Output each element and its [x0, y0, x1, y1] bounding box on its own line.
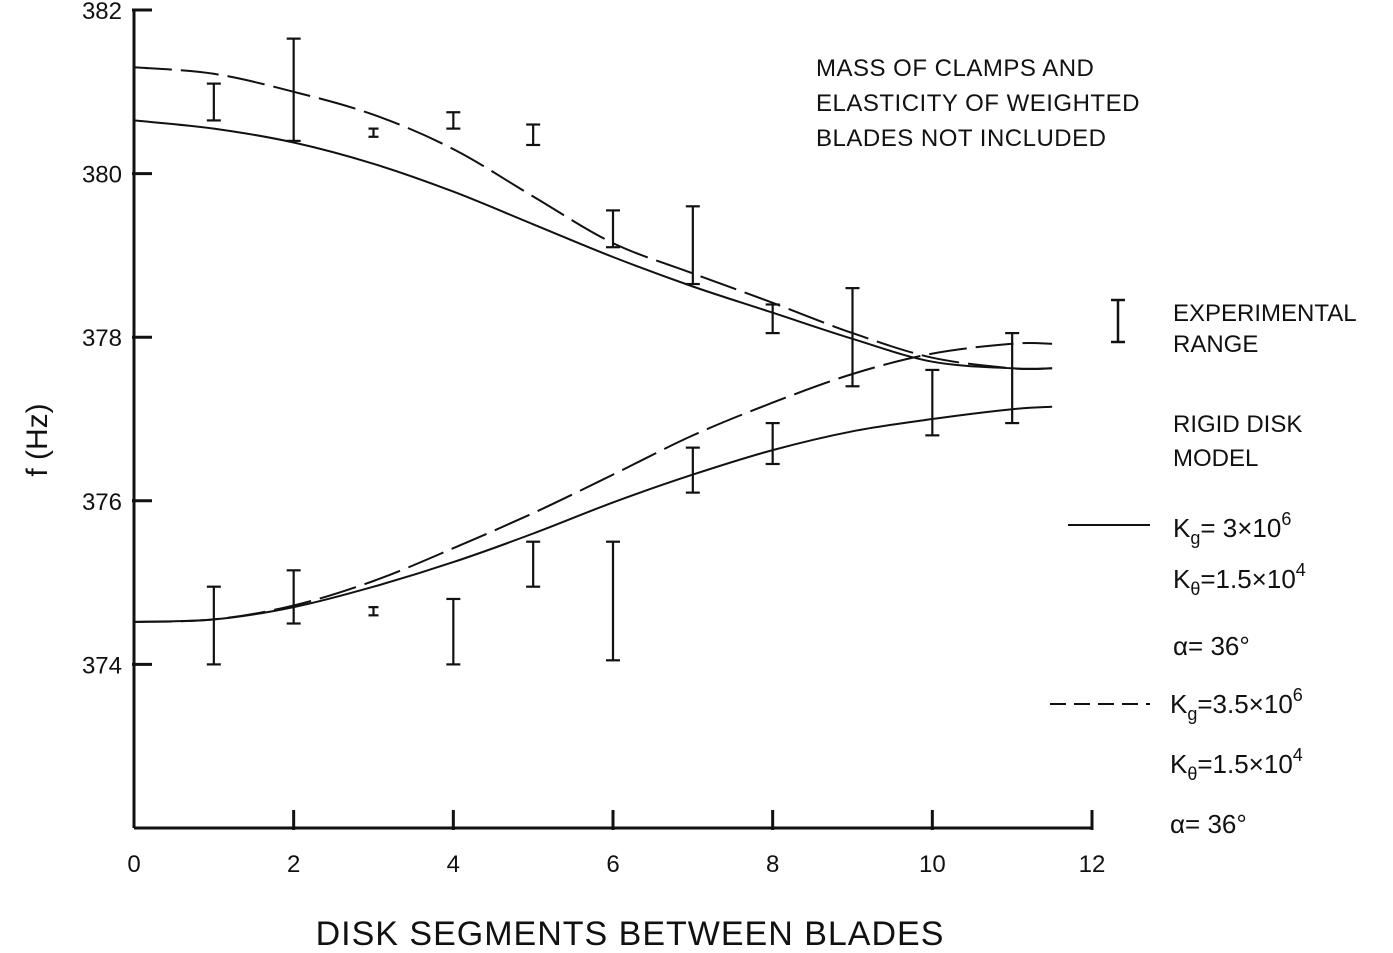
- legend-solid-param-3-symbol: α: [1173, 631, 1188, 661]
- experimental-ranges: [206, 37, 1020, 666]
- x-axis-label: DISK SEGMENTS BETWEEN BLADES: [316, 915, 945, 953]
- legend-dashed-param-2-text: =1.5×10: [1197, 749, 1292, 779]
- y-ticks: 374 376 378 380 382: [82, 0, 152, 679]
- y-tick-label: 376: [82, 489, 122, 516]
- legend-dashed-param-2: Kθ=1.5×104: [1170, 745, 1303, 784]
- experimental-range-bar: [446, 111, 461, 130]
- legend-dashed-param-2-symbol: K: [1170, 749, 1188, 779]
- y-axis-label: f (Hz): [21, 403, 54, 476]
- legend-dashed-param-1-text: =3.5×10: [1197, 689, 1292, 719]
- experimental-range-bar: [606, 540, 620, 662]
- legend-dashed-param-1-sub: g: [1187, 704, 1197, 724]
- legend-solid-param-2-text: =1.5×10: [1200, 564, 1295, 594]
- legend-experimental-line-1: EXPERIMENTAL: [1173, 300, 1357, 327]
- legend-solid-param-3-text: = 36°: [1188, 631, 1250, 661]
- legend-model-heading-line-2: MODEL: [1173, 445, 1258, 472]
- annotation-line-2: ELASTICITY OF WEIGHTED: [816, 90, 1140, 117]
- experimental-range-bar: [925, 368, 940, 437]
- annotation-line-3: BLADES NOT INCLUDED: [816, 125, 1106, 152]
- annotation-line-1: MASS OF CLAMPS AND: [816, 55, 1094, 82]
- legend-solid-param-2: Kθ=1.5×104: [1173, 560, 1306, 599]
- legend-solid-param-1-sub: g: [1190, 528, 1200, 548]
- experimental-range-bar: [286, 569, 301, 625]
- experimental-range-bar: [1005, 332, 1020, 425]
- y-tick-label: 378: [82, 325, 122, 352]
- legend-dashed-param-3: α= 36°: [1170, 809, 1247, 839]
- experimental-range-bar: [606, 209, 620, 249]
- experimental-range-bar: [526, 540, 541, 588]
- series-line-solid: [133, 405, 1053, 623]
- x-tick-label: 10: [919, 851, 946, 878]
- experimental-range-bar: [206, 585, 221, 666]
- experimental-range-bar: [685, 446, 700, 494]
- experimental-range-bar: [765, 421, 780, 466]
- legend-dashed-param-1: Kg=3.5×106: [1170, 685, 1303, 724]
- x-tick-label: 12: [1079, 851, 1106, 878]
- legend-solid-param-3: α= 36°: [1173, 631, 1250, 661]
- experimental-range-bar: [446, 597, 461, 666]
- y-tick-label: 380: [82, 162, 122, 189]
- legend-solid-param-1-sup: 6: [1281, 509, 1291, 529]
- x-tick-label: 6: [606, 851, 619, 878]
- legend-dashed-param-3-text: = 36°: [1185, 809, 1247, 839]
- x-tick-label: 2: [287, 851, 300, 878]
- x-ticks: 0 2 4 6 8 10 12: [127, 810, 1105, 878]
- series-line-solid: [133, 119, 1053, 370]
- experimental-range-bar: [845, 287, 860, 388]
- annotation-note: MASS OF CLAMPS AND ELASTICITY OF WEIGHTE…: [816, 55, 1140, 152]
- experimental-range-bar: [368, 606, 379, 617]
- x-tick-label: 8: [766, 851, 779, 878]
- legend-model-heading-line-1: RIGID DISK: [1173, 411, 1302, 438]
- legend-dashed-param-1-sup: 6: [1293, 685, 1303, 705]
- y-tick-label: 382: [82, 0, 122, 25]
- legend-solid-param-1-text: = 3×10: [1200, 513, 1281, 543]
- experimental-range-bar: [526, 123, 541, 147]
- experimental-range-bar: [765, 303, 780, 335]
- x-tick-label: 4: [447, 851, 460, 878]
- legend-solid-param-2-symbol: K: [1173, 564, 1191, 594]
- series-line-dashed: [133, 341, 1053, 623]
- experimental-range-bar: [368, 127, 379, 138]
- legend-experimental-line-2: RANGE: [1173, 331, 1258, 358]
- legend-dashed-param-2-sup: 4: [1293, 745, 1303, 765]
- y-tick-label: 374: [82, 652, 122, 679]
- experimental-range-bar: [286, 37, 301, 142]
- legend-experimental-symbol: [1111, 298, 1125, 344]
- legend-solid-param-2-sup: 4: [1296, 560, 1306, 580]
- legend: EXPERIMENTAL RANGE RIGID DISK MODEL Kg= …: [1050, 298, 1357, 839]
- legend-dashed-param-1-symbol: K: [1170, 689, 1188, 719]
- legend-solid-param-1-symbol: K: [1173, 513, 1191, 543]
- x-tick-label: 0: [127, 851, 140, 878]
- experimental-range-bar: [206, 82, 221, 122]
- experimental-range-bar: [685, 205, 700, 286]
- legend-solid-param-1: Kg= 3×106: [1173, 509, 1291, 548]
- legend-dashed-param-2-sub: θ: [1187, 764, 1197, 784]
- legend-solid-param-2-sub: θ: [1190, 579, 1200, 599]
- legend-dashed-param-3-symbol: α: [1170, 809, 1185, 839]
